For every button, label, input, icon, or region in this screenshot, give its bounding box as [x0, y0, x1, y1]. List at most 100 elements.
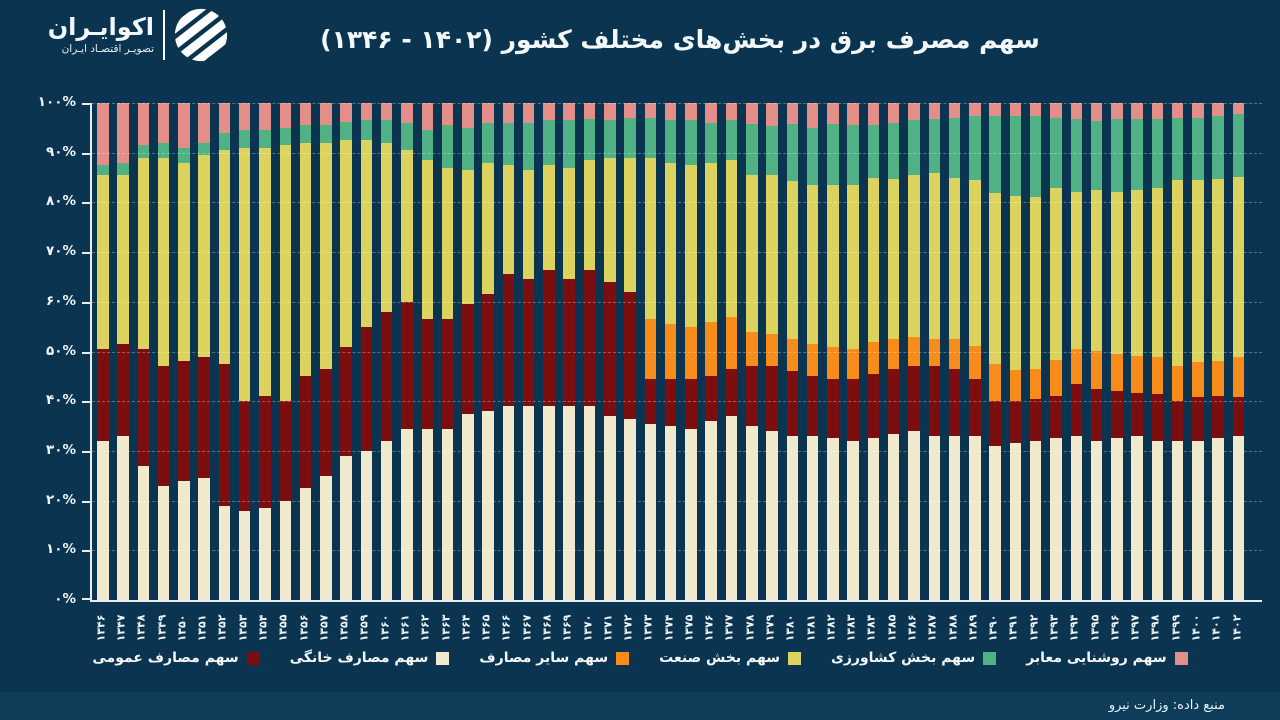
x-axis-label: ۱۳۹۱	[1006, 614, 1020, 642]
y-axis-label-70: ۷۰%	[45, 243, 76, 260]
bar-segment-agriculture	[948, 117, 961, 178]
bar-segment-industry	[786, 180, 799, 340]
bar-segment-industry	[847, 185, 859, 350]
bar-segment-lighting	[948, 103, 961, 118]
x-axis-label: ۱۳۵۲	[215, 614, 229, 642]
legend-item-lighting[interactable]: سهم روشنایی معابر	[1026, 650, 1188, 666]
x-axis-label-slot: ۱۳۵۵	[277, 607, 290, 649]
legend-item-industry[interactable]: سهم بخش صنعت	[659, 650, 802, 666]
bar-segment-agriculture	[218, 132, 231, 151]
bar-segment-lighting	[563, 103, 575, 121]
legend-item-agriculture[interactable]: سهم بخش کشاورزی	[831, 650, 997, 666]
bar-segment-industry	[137, 157, 150, 350]
bar-segment-lighting	[928, 103, 941, 120]
y-tick-20	[82, 500, 91, 503]
legend-label: سهم سایر مصارف	[479, 650, 609, 666]
x-axis-label: ۱۳۷۲	[621, 614, 635, 642]
x-axis-label: ۱۳۵۴	[256, 614, 270, 642]
bar-segment-industry	[522, 170, 535, 280]
bar-year-1370	[583, 103, 596, 600]
bar-segment-household	[401, 428, 413, 600]
bar-segment-agriculture	[847, 125, 859, 186]
bar-segment-household	[604, 416, 616, 600]
x-axis-label: ۱۳۷۵	[682, 614, 696, 642]
bar-segment-agriculture	[887, 122, 900, 179]
bar-segment-industry	[1111, 191, 1123, 355]
x-axis-label-slot: ۱۳۸۳	[845, 607, 858, 649]
bar-segment-industry	[1050, 188, 1062, 361]
x-axis-label-slot: ۱۳۸۸	[946, 607, 960, 649]
bar-segment-household	[1111, 438, 1123, 600]
legend-swatch-agriculture-icon	[983, 651, 997, 665]
x-axis-label-slot: ۱۳۷۶	[703, 607, 716, 649]
x-axis-label-slot: ۱۳۹۳	[1047, 607, 1060, 649]
x-axis-label: ۱۳۸۸	[946, 614, 960, 642]
bar-segment-other	[827, 346, 839, 379]
bar-segment-agriculture	[786, 124, 799, 181]
bar-segment-industry	[827, 185, 839, 347]
bar-segment-household	[989, 445, 1001, 600]
bar-segment-public	[97, 349, 109, 441]
bar-year-1392	[1029, 103, 1042, 600]
bar-segment-agriculture	[441, 125, 454, 168]
bar-segment-industry	[320, 142, 332, 369]
x-axis-label: ۱۳۸۹	[966, 614, 980, 642]
bar-segment-public	[299, 376, 312, 489]
x-axis-label-slot: ۱۳۸۱	[804, 607, 817, 649]
bar-segment-public	[604, 281, 616, 417]
bar-segment-lighting	[1009, 103, 1022, 116]
bar-segment-lighting	[441, 103, 454, 126]
bar-segment-agriculture	[340, 121, 352, 141]
bar-segment-industry	[989, 192, 1001, 365]
legend-item-other[interactable]: سهم سایر مصارف	[479, 650, 630, 666]
x-axis-label-slot: ۱۳۷۰	[581, 607, 594, 649]
bar-segment-industry	[482, 162, 494, 295]
bar-segment-public	[1009, 400, 1022, 444]
y-axis-label-100: ۱۰۰%	[37, 94, 76, 110]
bar-segment-other	[1090, 350, 1103, 389]
bar-segment-lighting	[157, 103, 170, 143]
bar-year-1361	[401, 103, 413, 600]
bar-segment-public	[401, 301, 413, 429]
legend-item-public[interactable]: سهم مصارف عمومی	[92, 650, 260, 666]
bar-segment-household	[685, 428, 697, 600]
bar-segment-lighting	[806, 103, 819, 128]
x-axis-label: ۱۳۹۵	[1088, 614, 1102, 642]
bar-segment-household	[259, 508, 271, 600]
bar-segment-household	[1009, 443, 1022, 600]
bar-segment-public	[1050, 395, 1062, 439]
y-axis-label-50: ۵۰%	[45, 342, 76, 359]
bar-segment-industry	[1232, 176, 1245, 358]
x-axis-label-slot: ۱۳۶۸	[540, 607, 553, 649]
bar-segment-industry	[1151, 188, 1164, 357]
x-axis-label-slot: ۱۳۸۲	[824, 607, 837, 649]
bar-segment-other	[867, 342, 880, 374]
bar-segment-lighting	[380, 103, 393, 120]
bar-segment-household	[340, 455, 352, 600]
bar-segment-lighting	[664, 103, 677, 121]
bar-segment-other	[1151, 357, 1164, 394]
x-axis-label-slot: ۱۴۰۱	[1210, 607, 1223, 649]
bar-segment-lighting	[969, 103, 981, 116]
legend-item-household[interactable]: سهم مصارف خانگی	[290, 650, 450, 666]
logo-tagline: تصویـر اقتصـاد ایـران	[61, 43, 154, 56]
bar-segment-household	[725, 416, 738, 600]
bar-year-1387	[928, 103, 941, 600]
bar-segment-lighting	[360, 103, 373, 121]
bar-segment-public	[806, 376, 819, 436]
bar-year-1388	[948, 103, 961, 600]
y-axis-label-30: ۳۰%	[45, 441, 76, 458]
bar-segment-industry	[664, 162, 677, 325]
x-axis-label-slot: ۱۳۷۷	[723, 607, 736, 649]
x-axis-label: ۱۳۵۰	[175, 614, 189, 642]
x-axis-label-slot: ۱۳۷۲	[621, 607, 635, 649]
bar-segment-lighting	[1192, 103, 1204, 118]
bar-segment-agriculture	[563, 120, 575, 168]
bar-segment-industry	[502, 165, 515, 275]
bar-segment-agriculture	[198, 142, 210, 156]
bar-segment-public	[178, 361, 190, 481]
bar-segment-other	[1070, 349, 1082, 384]
bar-segment-industry	[705, 162, 717, 322]
bar-year-1357	[320, 103, 332, 600]
